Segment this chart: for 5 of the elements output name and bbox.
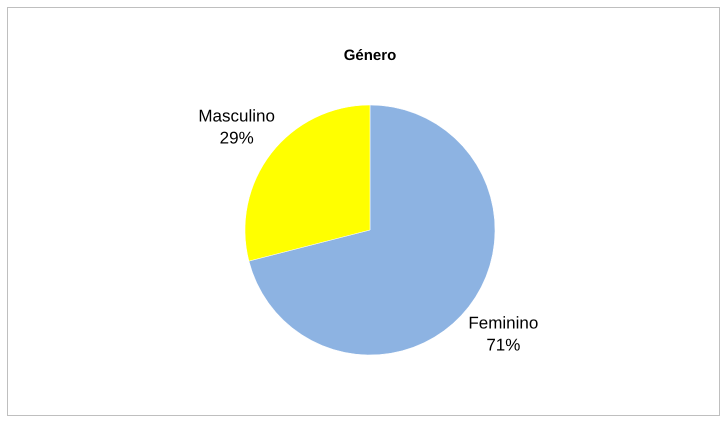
chart-title: Género [344,47,396,64]
slice-label: Feminino [468,313,538,332]
slice-label: Masculino [198,106,275,126]
data-label: 29% [220,128,254,148]
data-label: 71% [486,335,520,354]
